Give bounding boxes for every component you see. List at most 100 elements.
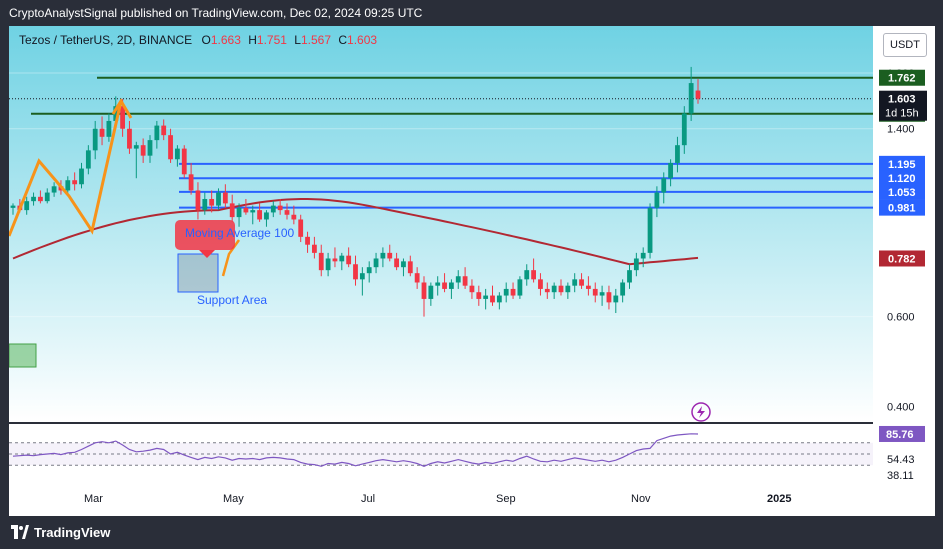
- time-tick-label: Jul: [361, 493, 375, 505]
- publisher-line: CryptoAnalystSignal published on Trading…: [0, 0, 943, 26]
- rsi-value-badge: [879, 425, 925, 442]
- ma-100-line: [12, 198, 699, 266]
- high-label: H: [248, 33, 257, 47]
- candle-body: [544, 288, 550, 293]
- candle-body: [10, 205, 16, 208]
- candle-body: [442, 282, 447, 289]
- ma-price-badge: [879, 250, 925, 267]
- candle-body: [106, 120, 112, 137]
- candle-body: [414, 273, 420, 283]
- countdown-text: 1d 15h: [885, 108, 919, 120]
- currency-button[interactable]: USDT: [883, 33, 927, 57]
- price-tick-label: 0.400: [887, 402, 915, 414]
- candle-body: [565, 285, 571, 293]
- orange-arrowhead: [111, 98, 133, 119]
- candle-body: [462, 276, 468, 286]
- candle-body: [695, 90, 701, 99]
- open-value: 1.663: [210, 33, 241, 47]
- lightning-icon: [691, 402, 711, 422]
- candle-body: [92, 128, 98, 151]
- support-annotation-label: Support Area: [197, 293, 267, 307]
- rsi-value-text: 85.76: [886, 429, 914, 441]
- candle-body: [154, 125, 160, 141]
- candle-body: [318, 252, 324, 271]
- candle-body: [202, 198, 208, 211]
- candle-body: [469, 285, 475, 293]
- candle-body: [31, 196, 36, 202]
- candle-body: [133, 145, 139, 149]
- rsi-pane: [9, 433, 873, 467]
- rsi-line: [12, 433, 699, 467]
- candle-body: [120, 106, 125, 129]
- candle-body: [346, 255, 352, 265]
- candle-body: [627, 270, 632, 283]
- open-label: O: [201, 33, 211, 47]
- candle-body: [325, 258, 331, 271]
- level-price-badge: [879, 155, 925, 172]
- candle-body: [579, 279, 584, 286]
- candle-body: [647, 207, 653, 253]
- candle-body: [510, 288, 516, 296]
- ma-annotation-label: Moving Average 100: [185, 226, 295, 240]
- lightning-glyph: [697, 406, 705, 418]
- candle-body: [291, 214, 297, 220]
- candle-body: [85, 150, 91, 169]
- level-price-text: 1.195: [888, 159, 916, 171]
- price-axis: 1.8001.4000.6000.4001.7621.4981.1951.120…: [873, 26, 935, 486]
- time-tick-label: Mar: [84, 493, 103, 505]
- candle-body: [250, 210, 256, 213]
- candle-body: [688, 83, 694, 114]
- candle-body: [216, 192, 221, 206]
- candle-body: [305, 236, 310, 245]
- candle-body: [181, 148, 187, 175]
- candle-body: [681, 113, 687, 146]
- candle-body: [353, 264, 358, 280]
- candle-body: [168, 135, 173, 160]
- candle-body: [538, 279, 543, 289]
- orange-zigzag-arrow: [7, 100, 123, 237]
- candle-body: [209, 198, 215, 206]
- candle-body: [661, 178, 667, 193]
- candle-body: [359, 273, 365, 280]
- candle-body: [421, 282, 427, 299]
- candle-body: [496, 295, 502, 303]
- candle-body: [195, 190, 201, 211]
- candle-body: [366, 267, 372, 274]
- candle-body: [284, 210, 290, 215]
- candle-body: [668, 162, 673, 179]
- candle-body: [257, 210, 262, 220]
- candle-body: [401, 261, 406, 268]
- level-price-badge: [879, 69, 925, 86]
- candle-body: [483, 295, 489, 299]
- candle-body: [222, 192, 228, 204]
- candle-body: [558, 285, 564, 293]
- candle-body: [620, 282, 626, 296]
- level-price-text: 1.053: [888, 187, 916, 199]
- moving-average-line: [12, 198, 699, 266]
- level-price-text: 1.120: [888, 173, 916, 185]
- price-pane-background: [9, 26, 873, 421]
- level-price-text: 0.981: [888, 203, 916, 215]
- time-tick-label: Nov: [631, 493, 651, 505]
- candle-body: [243, 207, 249, 213]
- footer: TradingView: [0, 516, 943, 549]
- ma-callout-pointer: [199, 250, 215, 258]
- candle-body: [277, 205, 283, 211]
- candles: [10, 66, 701, 317]
- ma-callout-bubble: [175, 220, 235, 250]
- annotations: Moving Average 100 Support Area: [7, 98, 711, 422]
- low-label: L: [294, 33, 301, 47]
- candle-body: [270, 205, 276, 213]
- candle-body: [394, 258, 399, 268]
- level-price-text: 1.762: [888, 73, 916, 85]
- candle-body: [298, 219, 304, 237]
- candle-body: [312, 244, 317, 253]
- candle-body: [572, 279, 578, 286]
- footer-brand: TradingView: [34, 525, 111, 540]
- orange-small-arrow: [221, 239, 241, 277]
- candle-body: [592, 288, 598, 296]
- candle-body: [188, 174, 194, 191]
- candle-body: [476, 292, 482, 299]
- candle-body: [339, 255, 345, 262]
